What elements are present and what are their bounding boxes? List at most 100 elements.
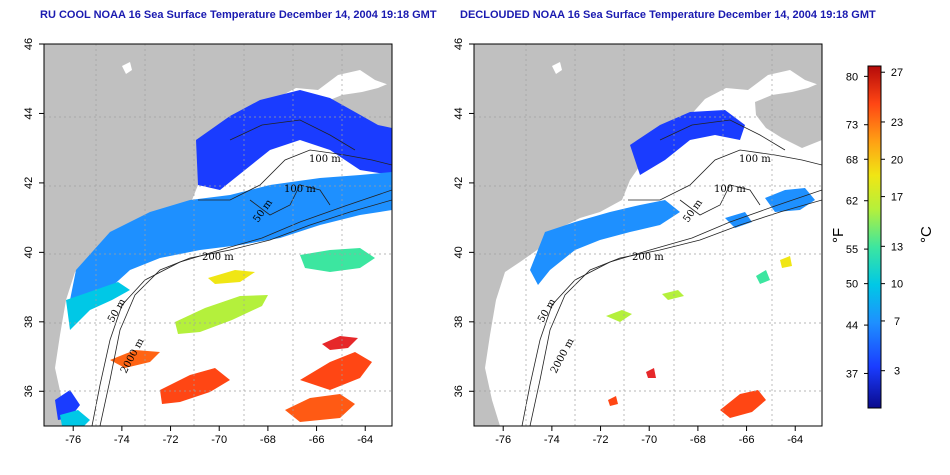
y-tick-label: 40 [453,246,465,258]
colorbar-gradient [867,65,882,409]
y-tick-label: 46 [453,38,465,50]
sst-patch [662,290,684,300]
sst-patch [300,248,375,272]
contour-label: 100 m [739,154,771,165]
axis-ticks: -76 -74 -72 -70 -68 -66 -64 36 38 40 42 44 46 [453,38,803,446]
y-tick-label: 36 [23,385,35,397]
y-tick-label: 38 [453,316,465,328]
sst-patch [608,396,618,406]
sst-patch [725,212,752,228]
map-frame [473,43,823,427]
contour-label: 100 m [284,184,316,195]
x-tick-label: -66 [739,434,755,446]
contour-line [628,149,822,201]
grid-lines [474,44,822,426]
contour-line [659,119,786,151]
y-tick-label: 36 [453,385,465,397]
sst-patch [322,336,358,350]
x-tick-label: -70 [641,434,657,446]
map-frame [43,43,393,427]
x-tick-label: -66 [309,434,325,446]
grid-lines [44,44,392,426]
x-tick-label: -64 [787,434,803,446]
sst-patch [285,394,355,422]
fahrenheit-tick-label: 68 [846,154,858,166]
x-tick-label: -74 [544,434,560,446]
fahrenheit-tick-label: 73 [846,120,858,132]
x-tick-label: -70 [211,434,227,446]
contour-line [229,119,356,151]
left-panel-title: RU COOL NOAA 16 Sea Surface Temperature … [40,9,437,21]
contour-line [521,189,822,426]
x-tick-label: -72 [163,434,179,446]
fahrenheit-tick-label: 55 [846,244,858,256]
lake [122,62,132,74]
fahrenheit-tick-label: 37 [846,368,858,380]
sst-patch [208,270,255,284]
celsius-tick-label: 20 [891,154,903,166]
left-map-panel: 100 m 100 m 50 m 200 m 50 m 2000 m -76 -7… [23,38,393,446]
sst-patch [630,110,745,175]
sst-patch [765,188,815,212]
right-map-panel: 100 m 100 m 50 m 200 m 50 m 2000 m -76 -7… [453,38,823,446]
axis-ticks: -76 -74 -72 -70 -68 -66 -64 36 38 40 42 44 46 [23,38,373,446]
celsius-tick-label: 3 [894,366,900,378]
celsius-tick-label: 27 [891,67,903,79]
contour-label: 100 m [714,184,746,195]
x-tick-label: -68 [690,434,706,446]
fahrenheit-tick-label: 44 [846,320,858,332]
land-mass [44,44,392,426]
right-panel-title: DECLOUDED NOAA 16 Sea Surface Temperatur… [460,9,876,21]
sst-patch [66,282,130,330]
contour-line [198,149,392,201]
celsius-tick-label: 10 [891,279,903,291]
contour-label: 200 m [202,252,234,263]
celsius-tick-label: 7 [894,316,900,328]
fahrenheit-tick-label: 62 [846,196,858,208]
celsius-unit-label: °C [918,226,935,243]
x-tick-label: -68 [260,434,276,446]
y-tick-label: 46 [23,38,35,50]
sst-patch [530,200,680,285]
contour-line [679,184,761,216]
sst-patch [756,270,770,284]
sst-patch [300,352,372,390]
sst-patch [606,310,632,322]
contour-label: 200 m [632,252,664,263]
celsius-tick-label: 13 [891,241,903,253]
sst-patch [780,256,792,268]
contour-line [99,199,392,426]
x-tick-label: -76 [495,434,511,446]
sst-patch [110,350,160,368]
sst-patch [70,172,392,300]
sst-patch [646,368,656,378]
celsius-tick-label: 17 [891,192,903,204]
y-tick-label: 44 [23,107,35,119]
land-mass [474,44,822,426]
sst-patch [720,390,766,418]
sst-patch [196,90,392,190]
contour-line [91,189,392,426]
contour-line [529,199,822,426]
x-tick-label: -74 [114,434,130,446]
sst-patch [60,410,90,426]
land-mass-nova-scotia [755,82,822,148]
x-tick-label: -64 [357,434,373,446]
y-tick-label: 38 [23,316,35,328]
fahrenheit-unit-label: °F [830,228,847,243]
fahrenheit-tick-label: 50 [846,279,858,291]
y-tick-label: 40 [23,246,35,258]
sst-patch [175,295,268,334]
lake [552,62,562,74]
x-tick-label: -72 [593,434,609,446]
y-tick-label: 42 [23,177,35,189]
sst-patch [160,368,230,404]
contour-label: 100 m [309,154,341,165]
celsius-tick-label: 23 [891,117,903,129]
contour-line [249,184,331,216]
fahrenheit-tick-label: 80 [846,71,858,83]
y-tick-label: 44 [453,107,465,119]
